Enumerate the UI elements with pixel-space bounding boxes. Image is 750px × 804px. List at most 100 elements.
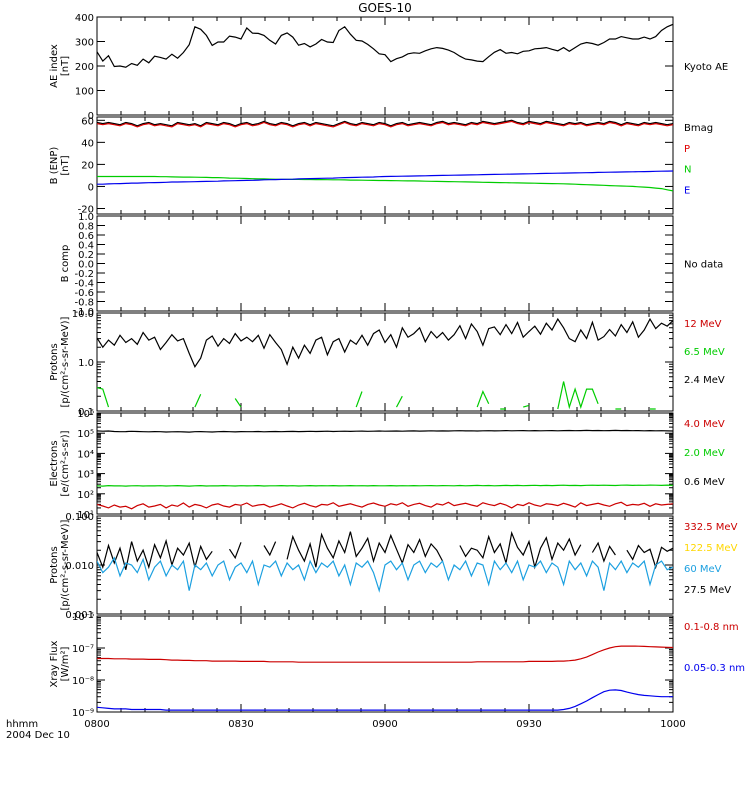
legend-label: 2.0 MeV xyxy=(684,448,725,459)
y-axis-label: [p/(cm²-s-sr-MeV)] xyxy=(60,316,71,407)
panel-electrons: 10¹ 10² 10³ 10⁴ 10⁵ 10⁶ Electrons [e/(cm²-s-sr)… xyxy=(49,409,725,521)
panel-ae: 0 100 200 300 400 AE index [nT] Kyoto AE xyxy=(49,13,728,122)
series-line-0-1-0-8-nm xyxy=(97,645,673,663)
y-tick-label: 60 xyxy=(81,116,94,127)
y-tick-label: -0.6 xyxy=(74,288,94,299)
y-tick-label: -0.4 xyxy=(74,279,94,290)
y-tick-label: 10⁶ xyxy=(77,409,94,420)
y-tick-label: 200 xyxy=(75,62,94,73)
legend-label: 12 MeV xyxy=(684,319,722,330)
y-axis-label: Xray Flux xyxy=(49,640,60,687)
y-tick-label: -0.8 xyxy=(74,298,94,309)
series-line-n xyxy=(97,175,673,192)
plot-title: GOES-10 xyxy=(358,1,412,15)
legend-label: 0.05-0.3 nm xyxy=(684,663,745,674)
panel-bfield: -20 0 20 40 60 B (ENP) [nT] Bmag PNE xyxy=(49,116,713,215)
panel-frame xyxy=(96,16,674,116)
series-line-p xyxy=(97,120,673,128)
y-tick-label: 10⁻⁸ xyxy=(72,676,94,687)
y-tick-label: 300 xyxy=(75,38,94,49)
y-tick-label: 10¹ xyxy=(77,510,94,521)
series-line-4-0-mev xyxy=(97,501,673,510)
y-tick-label: 20 xyxy=(81,160,94,171)
x-tick-label: 0900 xyxy=(372,719,397,730)
y-tick-label: 400 xyxy=(75,13,94,24)
x-tick-label: 1000 xyxy=(660,719,685,730)
y-axis-label: B comp xyxy=(60,245,71,283)
series-line-kyoto-ae xyxy=(97,23,673,68)
legend-label: E xyxy=(684,185,690,196)
legend-label: 0.6 MeV xyxy=(684,477,725,488)
series-line-2-0-mev xyxy=(97,484,673,487)
panel-frame xyxy=(96,215,674,312)
series-line-6-5-mev xyxy=(97,381,656,410)
y-tick-label: 0.4 xyxy=(78,241,94,252)
series-line-0-05-0-3-nm xyxy=(97,689,673,711)
y-axis-label: Protons xyxy=(49,546,60,583)
legend-label: P xyxy=(684,144,690,155)
panel-protons_high: 0.001 0.010 0.100 Protons [p/(cm²-s-sr-MeV)]… xyxy=(49,512,738,621)
y-axis-label: Electrons xyxy=(49,440,60,486)
panel-xray: 10⁻⁹ 10⁻⁸ 10⁻⁷ 10⁻⁶ Xray Flux [W/m²] 0.1-0.8 n… xyxy=(49,612,745,719)
y-tick-label: 0 xyxy=(88,111,94,122)
series-line-60-mev xyxy=(97,556,673,593)
y-tick-label: -20 xyxy=(78,204,94,215)
y-axis-label: Protons xyxy=(49,343,60,380)
y-tick-label: -0.2 xyxy=(74,269,94,280)
legend-label: Kyoto AE xyxy=(684,62,728,73)
y-tick-label: 0.100 xyxy=(65,512,94,523)
series-line-0-6-mev xyxy=(97,429,673,433)
y-tick-label: 10⁴ xyxy=(77,449,94,460)
panel-frame xyxy=(96,615,674,713)
y-tick-label: 1.0 xyxy=(78,212,94,223)
y-tick-label: 10⁻⁹ xyxy=(72,708,94,719)
legend-label: No data xyxy=(684,260,723,271)
x-tick-label: 0930 xyxy=(516,719,541,730)
x-tick-label: 0800 xyxy=(84,719,109,730)
y-tick-label: 100 xyxy=(75,87,94,98)
y-tick-label: 0.0 xyxy=(78,260,94,271)
panel-frame xyxy=(96,116,674,215)
y-tick-label: 10³ xyxy=(77,470,94,481)
y-tick-label: 0.8 xyxy=(78,222,94,233)
legend-label: 332.5 MeV xyxy=(684,522,738,533)
y-tick-label: 0.2 xyxy=(78,250,94,261)
legend-label: 2.4 MeV xyxy=(684,375,725,386)
panel-bcomp: -1.0-0.8-0.6-0.4-0.20.00.20.40.60.81.0 B … xyxy=(60,212,723,318)
y-axis-label: [e/(cm²-s-sr)] xyxy=(60,430,71,496)
legend-label: N xyxy=(684,165,691,176)
legend-label: Bmag xyxy=(684,123,713,134)
panel-frame xyxy=(96,412,674,515)
y-tick-label: 10⁻⁶ xyxy=(72,612,94,623)
y-tick-label: 0 xyxy=(88,182,94,193)
y-axis-label: AE index xyxy=(49,44,60,88)
legend-label: 60 MeV xyxy=(684,564,722,575)
panel-protons_low: 0.1 1.0 10.0 Protons [p/(cm²-s-sr-MeV)] 12 Me… xyxy=(49,309,725,418)
y-axis-label: [p/(cm²-s-sr-MeV)] xyxy=(60,519,71,610)
time-axis-corner-label: hhmm xyxy=(6,719,38,730)
series-line-bmag xyxy=(97,119,673,127)
y-tick-label: 40 xyxy=(81,138,94,149)
x-tick-label: 0830 xyxy=(228,719,253,730)
series-line-27-5-mev xyxy=(97,530,673,570)
y-tick-label: 10⁵ xyxy=(77,429,94,440)
legend-label: 122.5 MeV xyxy=(684,543,738,554)
y-tick-label: 0.001 xyxy=(65,610,94,621)
y-tick-label: 10² xyxy=(77,490,94,501)
legend-label: 0.1-0.8 nm xyxy=(684,622,739,633)
y-tick-label: -1.0 xyxy=(74,307,94,318)
y-tick-label: 1.0 xyxy=(78,358,94,369)
y-axis-label: [nT] xyxy=(60,155,71,175)
legend-label: 27.5 MeV xyxy=(684,585,731,596)
y-axis-label: [W/m²] xyxy=(60,646,71,681)
y-axis-label: B (ENP) xyxy=(49,147,60,185)
legend-label: 6.5 MeV xyxy=(684,347,725,358)
time-axis-date-label: 2004 Dec 10 xyxy=(6,730,70,741)
series-line-2-4-mev xyxy=(97,317,673,368)
y-tick-label: 0.6 xyxy=(78,231,94,242)
panel-frame xyxy=(96,312,674,412)
y-axis-label: [nT] xyxy=(60,56,71,76)
y-tick-label: 10.0 xyxy=(72,309,94,320)
